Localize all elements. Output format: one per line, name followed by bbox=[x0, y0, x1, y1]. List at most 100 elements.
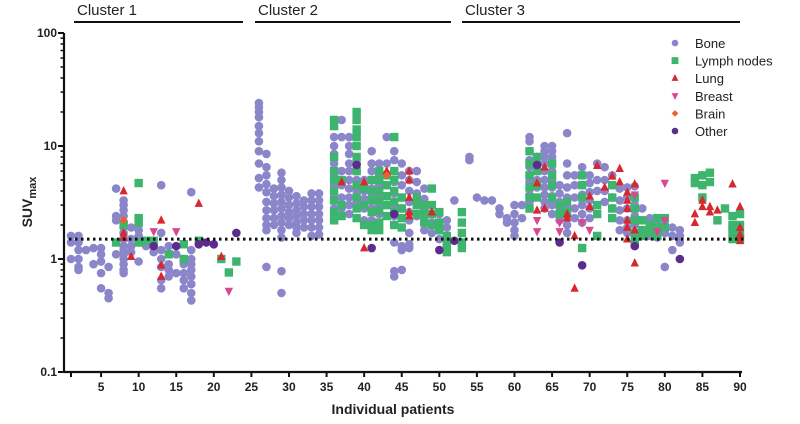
data-point bbox=[254, 121, 264, 131]
data-point bbox=[720, 204, 730, 213]
data-point bbox=[570, 180, 579, 190]
data-point bbox=[419, 225, 429, 235]
data-point bbox=[608, 213, 617, 223]
data-point bbox=[292, 228, 301, 238]
data-point bbox=[89, 243, 98, 253]
data-point bbox=[457, 218, 467, 227]
data-point bbox=[389, 209, 399, 219]
data-point bbox=[517, 200, 527, 210]
data-point bbox=[277, 168, 286, 178]
data-point bbox=[126, 241, 136, 251]
data-point bbox=[630, 258, 639, 267]
x-tick-label: 80 bbox=[658, 380, 672, 394]
data-point bbox=[186, 288, 196, 298]
data-point bbox=[367, 220, 376, 230]
data-point bbox=[96, 284, 106, 293]
y-axis-title-sub: max bbox=[27, 176, 39, 199]
data-point bbox=[698, 195, 707, 204]
data-point bbox=[179, 240, 188, 249]
data-point bbox=[405, 166, 414, 175]
cluster-annotation: Cluster 3 bbox=[462, 2, 740, 23]
data-point bbox=[630, 216, 639, 225]
data-point bbox=[585, 171, 594, 180]
data-point bbox=[585, 226, 594, 236]
y-tick-label: 0.1 bbox=[40, 365, 57, 379]
data-point bbox=[577, 209, 587, 219]
data-point bbox=[397, 180, 407, 190]
data-point bbox=[367, 175, 376, 185]
data-point bbox=[532, 166, 542, 176]
x-tick-label: 90 bbox=[733, 380, 747, 394]
data-point bbox=[623, 187, 632, 196]
cluster-annotation: Cluster 1 bbox=[74, 2, 243, 23]
data-point bbox=[66, 238, 76, 247]
data-point bbox=[126, 223, 136, 232]
data-point bbox=[457, 228, 467, 238]
data-point bbox=[592, 186, 602, 196]
data-point bbox=[111, 216, 121, 225]
data-point bbox=[690, 209, 700, 218]
data-point bbox=[412, 193, 421, 202]
data-point bbox=[547, 180, 557, 190]
data-point bbox=[675, 254, 685, 264]
data-point bbox=[314, 230, 324, 239]
data-point bbox=[111, 184, 121, 193]
data-point bbox=[374, 196, 384, 205]
x-tick-label: 40 bbox=[357, 380, 371, 394]
data-point bbox=[134, 178, 143, 188]
data-point bbox=[186, 272, 196, 281]
data-point bbox=[284, 200, 294, 210]
data-point bbox=[186, 245, 196, 255]
data-point bbox=[570, 283, 579, 292]
data-point bbox=[352, 125, 361, 134]
data-point bbox=[66, 231, 76, 241]
data-point bbox=[638, 216, 647, 225]
legend-entry: Brain bbox=[671, 106, 725, 121]
data-point bbox=[262, 187, 271, 197]
data-point bbox=[404, 186, 414, 196]
data-point bbox=[344, 141, 354, 151]
data-point bbox=[262, 149, 271, 159]
data-point bbox=[284, 207, 294, 217]
data-point bbox=[472, 193, 482, 202]
data-point bbox=[562, 183, 572, 192]
data-point bbox=[119, 232, 128, 241]
data-point bbox=[179, 254, 188, 264]
x-tick-label: 85 bbox=[696, 380, 710, 394]
cluster-label: Cluster 2 bbox=[258, 2, 318, 19]
data-point bbox=[397, 245, 407, 255]
data-point bbox=[164, 265, 174, 275]
data-point bbox=[442, 216, 452, 225]
data-point bbox=[299, 209, 309, 219]
data-point bbox=[570, 171, 579, 180]
legend-entry: Lymph nodes bbox=[671, 54, 773, 69]
legend-marker bbox=[671, 57, 679, 64]
data-point bbox=[352, 107, 361, 117]
legend-label: Breast bbox=[695, 89, 733, 104]
data-point bbox=[457, 207, 467, 217]
data-point bbox=[359, 220, 369, 230]
y-tick-label: 100 bbox=[37, 26, 57, 40]
data-point bbox=[307, 202, 316, 212]
data-point bbox=[585, 213, 594, 223]
data-point bbox=[254, 183, 264, 192]
data-point bbox=[344, 149, 354, 159]
data-point bbox=[638, 231, 647, 241]
data-point bbox=[224, 268, 234, 277]
data-point bbox=[262, 213, 271, 223]
data-point bbox=[344, 184, 354, 193]
data-point bbox=[74, 245, 83, 255]
x-tick-label: 70 bbox=[583, 380, 597, 394]
data-point bbox=[337, 177, 346, 186]
data-point bbox=[404, 228, 414, 238]
data-point bbox=[562, 159, 572, 168]
data-point bbox=[157, 271, 166, 280]
data-point bbox=[442, 247, 452, 257]
data-point bbox=[623, 215, 632, 224]
data-point bbox=[374, 166, 384, 176]
x-tick-label: 10 bbox=[132, 380, 146, 394]
data-point bbox=[427, 228, 437, 238]
axes: 0.1 1 10 100 5 10 15 20 25 30 35 40 45 50 55 60 65 70 75 80… bbox=[37, 26, 747, 394]
data-point bbox=[194, 239, 204, 249]
